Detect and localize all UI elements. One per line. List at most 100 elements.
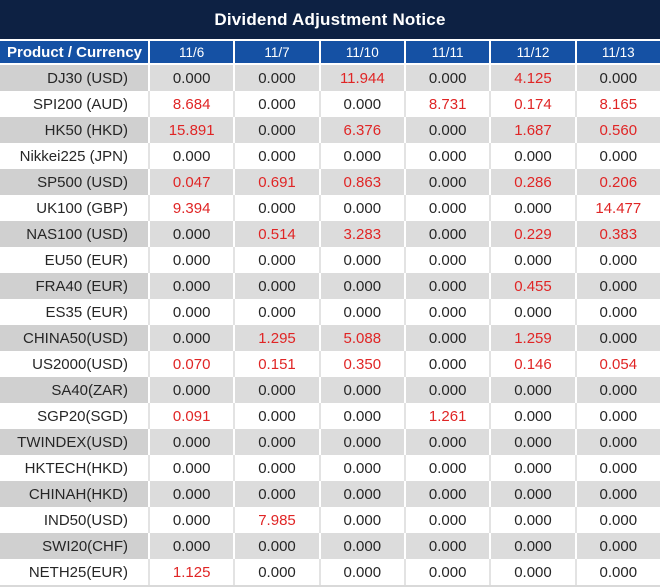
value-cell: 0.000 xyxy=(489,377,575,403)
value-cell: 0.000 xyxy=(489,247,575,273)
product-cell: SP500 (USD) xyxy=(0,169,148,195)
value-cell: 0.000 xyxy=(318,429,404,455)
value-cell: 0.000 xyxy=(318,481,404,507)
value-cell: 0.000 xyxy=(318,299,404,325)
value-cell: 0.000 xyxy=(403,143,490,169)
table-row: ES35 (EUR) 0.000 0.000 0.000 0.000 0.000 0.000 xyxy=(0,299,660,325)
value-cell: 0.000 xyxy=(489,143,575,169)
value-cell: 0.000 xyxy=(233,143,319,169)
value-cell: 0.000 xyxy=(574,481,660,507)
value-cell: 0.000 xyxy=(233,481,319,507)
value-cell: 0.000 xyxy=(233,403,319,429)
column-header-date: 11/10 xyxy=(318,41,404,63)
value-cell: 0.286 xyxy=(489,169,575,195)
value-cell: 0.047 xyxy=(148,169,234,195)
value-cell: 1.261 xyxy=(403,403,490,429)
value-cell: 0.000 xyxy=(403,65,490,91)
table-row: SWI20(CHF) 0.000 0.000 0.000 0.000 0.000 0.000 xyxy=(0,533,660,559)
column-header-date: 11/7 xyxy=(233,41,318,63)
product-cell: UK100 (GBP) xyxy=(0,195,148,221)
table-row: UK100 (GBP) 9.394 0.000 0.000 0.000 0.000 14.4… xyxy=(0,195,660,221)
product-cell: HKTECH(HKD) xyxy=(0,455,148,481)
value-cell: 0.070 xyxy=(148,351,234,377)
value-cell: 0.000 xyxy=(489,507,575,533)
table-row: HK50 (HKD) 15.891 0.000 6.376 0.000 1.687 0.56… xyxy=(0,117,660,143)
value-cell: 0.000 xyxy=(148,325,234,351)
value-cell: 0.000 xyxy=(574,455,660,481)
value-cell: 0.000 xyxy=(574,143,660,169)
value-cell: 0.000 xyxy=(403,481,490,507)
value-cell: 0.000 xyxy=(489,481,575,507)
value-cell: 0.000 xyxy=(148,455,234,481)
value-cell: 0.000 xyxy=(574,377,660,403)
table-row: SPI200 (AUD) 8.684 0.000 0.000 8.731 0.174 8.1… xyxy=(0,91,660,117)
value-cell: 0.000 xyxy=(574,403,660,429)
value-cell: 0.000 xyxy=(403,195,490,221)
value-cell: 0.000 xyxy=(403,377,490,403)
product-cell: SWI20(CHF) xyxy=(0,533,148,559)
value-cell: 0.000 xyxy=(403,221,490,247)
value-cell: 0.000 xyxy=(403,559,490,585)
column-header-product: Product / Currency xyxy=(7,43,143,61)
product-cell: DJ30 (USD) xyxy=(0,65,148,91)
product-cell: NETH25(EUR) xyxy=(0,559,148,585)
table-header-row: Product / Currency 11/6 11/7 11/10 11/11 11/… xyxy=(0,39,660,65)
product-cell: IND50(USD) xyxy=(0,507,148,533)
value-cell: 0.206 xyxy=(574,169,660,195)
value-cell: 0.000 xyxy=(574,247,660,273)
value-cell: 0.000 xyxy=(148,65,234,91)
value-cell: 7.985 xyxy=(233,507,319,533)
table-row: Nikkei225 (JPN) 0.000 0.000 0.000 0.000 0.000… xyxy=(0,143,660,169)
value-cell: 0.000 xyxy=(318,195,404,221)
value-cell: 0.000 xyxy=(318,91,404,117)
value-cell: 9.394 xyxy=(148,195,234,221)
page-title: Dividend Adjustment Notice xyxy=(0,0,660,39)
value-cell: 0.514 xyxy=(233,221,319,247)
value-cell: 1.687 xyxy=(489,117,575,143)
product-cell: TWINDEX(USD) xyxy=(0,429,148,455)
value-cell: 1.125 xyxy=(148,559,234,585)
table-row: TWINDEX(USD) 0.000 0.000 0.000 0.000 0.000 0.0… xyxy=(0,429,660,455)
value-cell: 0.000 xyxy=(318,403,404,429)
value-cell: 0.000 xyxy=(574,325,660,351)
value-cell: 0.000 xyxy=(403,325,490,351)
value-cell: 0.000 xyxy=(233,299,319,325)
value-cell: 0.000 xyxy=(318,559,404,585)
value-cell: 0.000 xyxy=(574,273,660,299)
table-row: CHINA50(USD) 0.000 1.295 5.088 0.000 1.259 0.0… xyxy=(0,325,660,351)
value-cell: 0.000 xyxy=(318,507,404,533)
value-cell: 0.000 xyxy=(233,117,319,143)
value-cell: 0.000 xyxy=(233,559,319,585)
value-cell: 0.000 xyxy=(403,533,490,559)
product-cell: Nikkei225 (JPN) xyxy=(0,143,148,169)
value-cell: 4.125 xyxy=(489,65,575,91)
table-row: US2000(USD) 0.070 0.151 0.350 0.000 0.146 0.05… xyxy=(0,351,660,377)
value-cell: 0.000 xyxy=(489,403,575,429)
value-cell: 0.000 xyxy=(403,169,490,195)
table-row: FRA40 (EUR) 0.000 0.000 0.000 0.000 0.455 0.00… xyxy=(0,273,660,299)
value-cell: 0.054 xyxy=(574,351,660,377)
table-row: NAS100 (USD) 0.000 0.514 3.283 0.000 0.229 0.3… xyxy=(0,221,660,247)
product-cell: CHINA50(USD) xyxy=(0,325,148,351)
value-cell: 0.000 xyxy=(233,65,319,91)
value-cell: 0.691 xyxy=(233,169,319,195)
value-cell: 0.146 xyxy=(489,351,575,377)
table-row: SA40(ZAR) 0.000 0.000 0.000 0.000 0.000 0.000 xyxy=(0,377,660,403)
value-cell: 0.000 xyxy=(318,143,404,169)
table-row: SP500 (USD) 0.047 0.691 0.863 0.000 0.286 0.20… xyxy=(0,169,660,195)
value-cell: 0.350 xyxy=(318,351,404,377)
value-cell: 0.000 xyxy=(403,455,490,481)
table-body: DJ30 (USD) 0.000 0.000 11.944 0.000 4.125 0.00… xyxy=(0,65,660,585)
value-cell: 0.000 xyxy=(489,429,575,455)
column-header-date: 11/13 xyxy=(574,41,660,63)
value-cell: 0.560 xyxy=(574,117,660,143)
value-cell: 0.000 xyxy=(148,429,234,455)
value-cell: 0.000 xyxy=(233,429,319,455)
value-cell: 3.283 xyxy=(318,221,404,247)
value-cell: 0.000 xyxy=(148,143,234,169)
value-cell: 0.000 xyxy=(403,273,490,299)
value-cell: 0.000 xyxy=(148,299,234,325)
value-cell: 8.684 xyxy=(148,91,234,117)
product-cell: SA40(ZAR) xyxy=(0,377,148,403)
